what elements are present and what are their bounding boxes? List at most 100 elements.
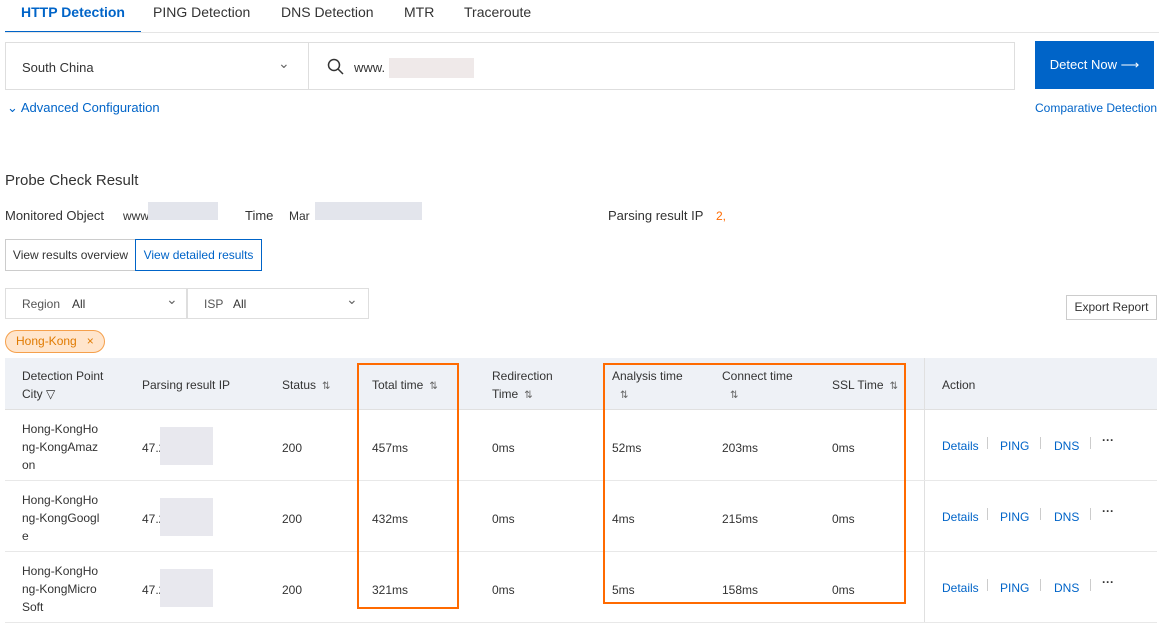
comparative-detection-link[interactable]: Comparative Detection xyxy=(1035,101,1158,115)
table-row xyxy=(5,481,1157,552)
tab-traceroute[interactable]: Traceroute xyxy=(464,4,532,20)
export-report-button[interactable]: Export Report xyxy=(1066,295,1157,320)
divider xyxy=(1040,437,1041,449)
sort-icon: ⇅ xyxy=(620,390,629,401)
chevron-down-icon: ⌄ xyxy=(346,291,358,307)
divider xyxy=(1090,508,1091,520)
dns-link[interactable]: DNS xyxy=(1054,581,1080,595)
header-ssl-time[interactable]: SSL Time ⇅ xyxy=(832,378,898,392)
parsing-result-value: 2, xyxy=(716,209,727,223)
cell-ssl-time: 0ms xyxy=(832,441,855,455)
more-icon[interactable]: ··· xyxy=(1102,504,1114,518)
parsing-result-label: Parsing result IP xyxy=(608,208,704,223)
more-icon[interactable]: ··· xyxy=(1102,433,1114,447)
divider xyxy=(1090,579,1091,591)
redacted-ip xyxy=(160,498,213,536)
view-detailed-button[interactable]: View detailed results xyxy=(135,239,262,271)
region-value: South China xyxy=(22,60,94,75)
header-total-time[interactable]: Total time ⇅ xyxy=(372,378,438,392)
cell-redirection-time: 0ms xyxy=(492,583,515,597)
header-analysis-time[interactable]: Analysis time ⇅ xyxy=(612,369,683,401)
divider xyxy=(1090,437,1091,449)
sort-icon: ⇅ xyxy=(730,390,739,401)
result-title: Probe Check Result xyxy=(5,172,139,189)
region-filter[interactable]: Region All ⌄ xyxy=(5,288,187,319)
action-column-divider xyxy=(924,358,925,622)
cell-city: Hong-KongHong-KongMicroSoft xyxy=(22,564,99,614)
sort-icon: ⇅ xyxy=(429,381,438,392)
chevron-down-icon: ⌄ xyxy=(278,55,290,71)
header-redirection-time[interactable]: Redirection Time ⇅ xyxy=(492,369,553,401)
cell-connect-time: 158ms xyxy=(722,583,759,597)
header-status[interactable]: Status ⇅ xyxy=(282,378,331,392)
ping-link[interactable]: PING xyxy=(1000,510,1030,524)
cell-ip: 47.2 xyxy=(142,583,166,597)
header-action: Action xyxy=(942,378,976,392)
header-connect-time[interactable]: Connect time ⇅ xyxy=(722,369,793,401)
chevron-down-icon: ⌄ xyxy=(7,100,18,115)
region-filter-label: Region xyxy=(22,297,61,311)
redacted-object xyxy=(148,202,218,220)
cell-total-time: 321ms xyxy=(372,583,409,597)
details-link[interactable]: Details xyxy=(942,581,979,595)
redacted-ip xyxy=(160,569,213,607)
url-input[interactable]: www. xyxy=(308,42,1015,90)
cell-city: Hong-KongHong-KongGoogle xyxy=(22,493,100,543)
tab-dns-detection[interactable]: DNS Detection xyxy=(281,4,374,20)
divider xyxy=(987,579,988,591)
url-value: www. xyxy=(354,60,386,75)
ping-link[interactable]: PING xyxy=(1000,581,1030,595)
chevron-down-icon: ⌄ xyxy=(166,291,178,307)
more-icon[interactable]: ··· xyxy=(1102,575,1114,589)
filter-icon[interactable]: ▽ xyxy=(46,387,56,401)
cell-ip: 47.2 xyxy=(142,441,166,455)
cell-ssl-time: 0ms xyxy=(832,512,855,526)
cell-ip: 47.2 xyxy=(142,512,166,526)
region-select[interactable]: South China ⌄ xyxy=(5,42,309,90)
redacted-ip xyxy=(160,427,213,465)
detect-now-button[interactable]: Detect Now ⟶ xyxy=(1035,41,1154,89)
cell-analysis-time: 4ms xyxy=(612,512,635,526)
sort-icon: ⇅ xyxy=(322,381,331,392)
time-value: Mar xyxy=(289,209,310,223)
table-row xyxy=(5,410,1157,481)
header-ip: Parsing result IP xyxy=(142,378,231,392)
cell-status: 200 xyxy=(282,512,303,526)
details-link[interactable]: Details xyxy=(942,510,979,524)
time-label: Time xyxy=(245,208,274,223)
isp-filter[interactable]: ISP All ⌄ xyxy=(187,288,369,319)
tab-ping-detection[interactable]: PING Detection xyxy=(153,4,251,20)
redacted-time xyxy=(315,202,422,220)
isp-filter-value: All xyxy=(233,297,247,311)
dns-link[interactable]: DNS xyxy=(1054,510,1080,524)
tab-http-detection[interactable]: HTTP Detection xyxy=(5,0,141,33)
cell-redirection-time: 0ms xyxy=(492,512,515,526)
header-city: Detection Point City ▽ xyxy=(22,369,104,401)
ping-link[interactable]: PING xyxy=(1000,439,1030,453)
close-icon[interactable]: × xyxy=(86,334,94,348)
divider xyxy=(1040,579,1041,591)
dns-link[interactable]: DNS xyxy=(1054,439,1080,453)
view-overview-button[interactable]: View results overview xyxy=(5,239,136,271)
divider xyxy=(1040,508,1041,520)
cell-city: Hong-KongHong-KongAmazon xyxy=(22,422,99,472)
monitored-object-label: Monitored Object xyxy=(5,208,104,223)
arrow-right-icon: ⟶ xyxy=(1120,57,1140,72)
details-link[interactable]: Details xyxy=(942,439,979,453)
highlight-total-time xyxy=(357,363,459,609)
table-header xyxy=(5,358,1157,410)
divider xyxy=(987,437,988,449)
redacted-url xyxy=(389,58,474,78)
filter-tag[interactable]: Hong-Kong × xyxy=(5,330,105,353)
cell-analysis-time: 52ms xyxy=(612,441,642,455)
region-filter-value: All xyxy=(72,297,86,311)
cell-connect-time: 215ms xyxy=(722,512,759,526)
tab-mtr[interactable]: MTR xyxy=(404,4,435,20)
advanced-configuration-label: Advanced Configuration xyxy=(20,100,160,115)
sort-icon: ⇅ xyxy=(524,390,533,401)
cell-analysis-time: 5ms xyxy=(612,583,635,597)
monitored-object-value: www xyxy=(123,209,149,223)
advanced-configuration-toggle[interactable]: ⌄ Advanced Configuration xyxy=(7,100,160,116)
filter-tag-label: Hong-Kong xyxy=(16,334,77,348)
cell-connect-time: 203ms xyxy=(722,441,759,455)
